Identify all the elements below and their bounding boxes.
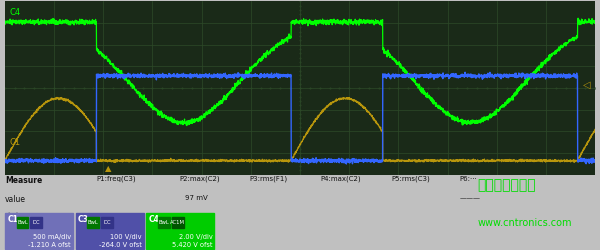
- Bar: [17, 217, 28, 228]
- Text: value: value: [5, 195, 26, 204]
- Bar: [172, 217, 184, 228]
- Text: BwL: BwL: [159, 220, 170, 225]
- Bar: [30, 217, 42, 228]
- Bar: [88, 217, 99, 228]
- Text: P1:freq(C3): P1:freq(C3): [97, 176, 136, 182]
- Text: Measure: Measure: [5, 176, 42, 185]
- Text: BwL: BwL: [88, 220, 99, 225]
- Bar: [101, 217, 113, 228]
- Text: C3: C3: [78, 215, 89, 224]
- Text: -264.0 V ofst: -264.0 V ofst: [99, 242, 142, 248]
- Text: BwL: BwL: [17, 220, 28, 225]
- Text: P6:···: P6:···: [460, 176, 477, 182]
- Text: 500 mA/div: 500 mA/div: [33, 234, 71, 240]
- Text: ◁: ◁: [583, 80, 590, 90]
- Text: P3:rms(F1): P3:rms(F1): [250, 176, 288, 182]
- Text: 97 mV: 97 mV: [185, 195, 208, 201]
- Text: 5.420 V ofst: 5.420 V ofst: [172, 242, 212, 248]
- Bar: [158, 217, 170, 228]
- Text: ▲: ▲: [108, 186, 115, 195]
- Text: www.cntronics.com: www.cntronics.com: [477, 218, 572, 228]
- Text: -1.210 A ofst: -1.210 A ofst: [28, 242, 71, 248]
- Text: C1: C1: [10, 138, 20, 147]
- Text: DC: DC: [103, 220, 111, 225]
- Text: C1: C1: [7, 215, 18, 224]
- Bar: [76, 213, 143, 249]
- Bar: [146, 213, 214, 249]
- Text: ▲: ▲: [105, 164, 112, 173]
- Text: C4: C4: [149, 215, 160, 224]
- Text: DC: DC: [32, 220, 40, 225]
- Text: 100 V/div: 100 V/div: [110, 234, 142, 240]
- Text: status: status: [5, 212, 29, 221]
- Text: P4:max(C2): P4:max(C2): [320, 176, 361, 182]
- Text: P2:max(C2): P2:max(C2): [179, 176, 220, 182]
- Text: P5:rms(C3): P5:rms(C3): [392, 176, 430, 182]
- Text: ———: ———: [460, 195, 481, 201]
- Text: 电子元件技术网: 电子元件技术网: [477, 178, 536, 192]
- Bar: [5, 213, 73, 249]
- Text: 2.00 V/div: 2.00 V/div: [179, 234, 212, 240]
- Text: C4: C4: [10, 8, 20, 17]
- Text: AC1M: AC1M: [170, 220, 185, 225]
- Text: ✓: ✓: [194, 215, 201, 224]
